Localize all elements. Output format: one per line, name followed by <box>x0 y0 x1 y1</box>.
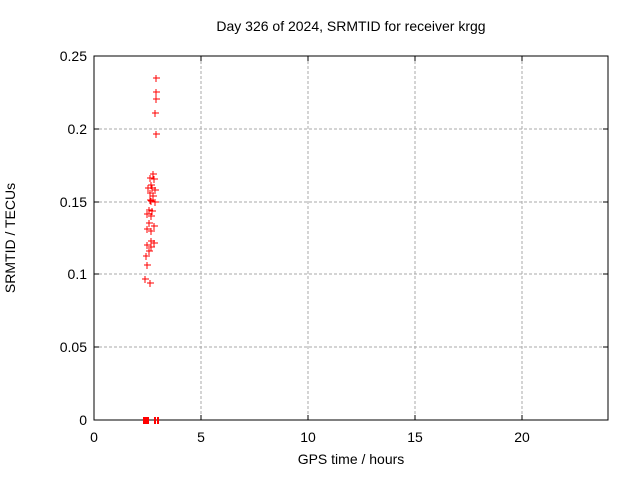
data-point-plus <box>147 280 154 287</box>
data-point-plus <box>146 248 153 255</box>
data-point-plus <box>144 262 151 269</box>
data-point-plus <box>153 96 160 103</box>
data-point-plus <box>146 220 153 227</box>
data-point-plus <box>144 242 151 249</box>
x-tick-label: 15 <box>407 429 423 445</box>
data-point-plus <box>152 199 159 206</box>
axis-ticks <box>93 55 608 421</box>
y-tick-label: 0.25 <box>60 48 87 64</box>
y-tick-label: 0.05 <box>60 339 87 355</box>
data-point-plus <box>152 110 159 117</box>
data-point-plus <box>148 228 155 235</box>
data-point-plus <box>151 240 158 247</box>
y-axis-label: SRMTID / TECUs <box>2 183 18 293</box>
x-tick-label: 5 <box>197 429 205 445</box>
data-point-plus <box>150 171 157 178</box>
zero-point-marker <box>154 417 156 424</box>
data-point-plus <box>147 175 154 182</box>
x-tick-label: 0 <box>90 429 98 445</box>
data-points <box>142 75 160 424</box>
data-point-plus <box>149 208 156 215</box>
plot-frame <box>93 55 609 421</box>
data-point-plus <box>148 244 155 251</box>
tick-labels: 0 5 10 15 20 0 0.05 0.1 0.15 0.2 0.25 <box>60 48 530 445</box>
data-point-plus <box>150 193 157 200</box>
data-point-plus <box>144 211 151 218</box>
y-tick-label: 0.1 <box>68 266 88 282</box>
data-point-plus <box>142 276 149 283</box>
data-point-plus <box>153 89 160 96</box>
data-point-plus <box>151 176 158 183</box>
x-tick-label: 10 <box>300 429 316 445</box>
data-point-plus <box>151 223 158 230</box>
data-point-plus <box>144 226 151 233</box>
zero-point-marker <box>157 417 159 424</box>
x-axis-label: GPS time / hours <box>298 451 405 467</box>
data-point-plus <box>153 131 160 138</box>
data-point-plus <box>148 198 155 205</box>
y-tick-label: 0.15 <box>60 194 87 210</box>
data-point-plus <box>148 213 155 220</box>
zero-cluster-marker <box>143 417 149 424</box>
data-point-plus <box>152 187 159 194</box>
y-tick-label: 0 <box>79 412 87 428</box>
y-tick-label: 0.2 <box>68 121 88 137</box>
x-tick-label: 20 <box>514 429 530 445</box>
grid-lines <box>94 56 608 420</box>
plot-border <box>93 55 609 421</box>
data-point-plus <box>143 253 150 260</box>
chart-title: Day 326 of 2024, SRMTID for receiver krg… <box>216 18 485 34</box>
data-point-plus <box>153 75 160 82</box>
